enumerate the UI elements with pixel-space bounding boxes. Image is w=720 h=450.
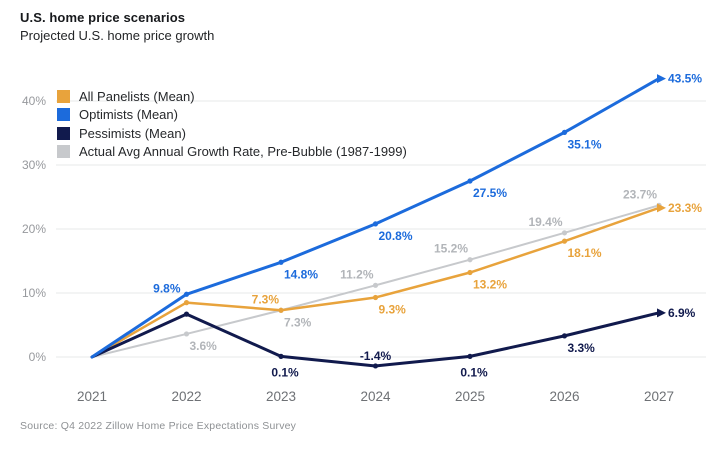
- y-axis-tick: 40%: [22, 94, 46, 108]
- point-marker-all-panelists: [278, 307, 284, 313]
- data-label-all-panelists: 7.3%: [252, 292, 280, 306]
- point-marker-pessimists: [278, 353, 284, 359]
- point-marker-actual-avg: [183, 331, 190, 337]
- legend-item-all-panelists: All Panelists (Mean): [57, 87, 407, 106]
- chart-legend: All Panelists (Mean) Optimists (Mean) Pe…: [57, 87, 407, 161]
- y-axis-tick: 0%: [29, 350, 47, 364]
- legend-label-pessimists: Pessimists (Mean): [79, 125, 186, 141]
- x-axis-tick: 2023: [266, 389, 296, 404]
- x-axis-tick: 2027: [644, 389, 674, 404]
- actual-avg-swatch-icon: [57, 145, 70, 159]
- data-label-optimists: 9.8%: [153, 281, 181, 295]
- data-label-pessimists: 3.3%: [568, 341, 596, 355]
- data-label-optimists: 14.8%: [284, 267, 318, 281]
- legend-label-all-panelists: All Panelists (Mean): [79, 88, 195, 104]
- data-label-actual-avg: 7.3%: [284, 315, 312, 329]
- point-marker-pessimists: [467, 353, 473, 359]
- data-label-optimists: 27.5%: [473, 186, 507, 200]
- arrow-marker-optimists: [657, 74, 666, 84]
- data-label-actual-avg: 23.7%: [623, 187, 657, 201]
- chart-header: U.S. home price scenarios Projected U.S.…: [20, 10, 214, 43]
- point-marker-optimists: [183, 291, 190, 297]
- data-label-all-panelists: 23.3%: [668, 201, 702, 215]
- legend-item-optimists: Optimists (Mean): [57, 106, 407, 125]
- data-label-actual-avg: 19.4%: [528, 215, 562, 229]
- point-marker-all-panelists: [183, 300, 190, 306]
- x-axis-tick: 2026: [549, 389, 579, 404]
- legend-item-actual-avg: Actual Avg Annual Growth Rate, Pre-Bubbl…: [57, 143, 407, 162]
- point-marker-pessimists: [183, 311, 190, 317]
- y-axis-tick: 30%: [22, 158, 46, 172]
- optimists-swatch-icon: [57, 108, 70, 122]
- arrow-marker-pessimists: [657, 308, 666, 318]
- chart-title: U.S. home price scenarios: [20, 10, 186, 25]
- legend-item-pessimists: Pessimists (Mean): [57, 124, 407, 143]
- point-marker-actual-avg: [561, 230, 568, 236]
- all-panelists-swatch-icon: [57, 89, 70, 103]
- arrow-marker-all-panelists: [657, 203, 666, 213]
- data-label-pessimists: 0.1%: [460, 365, 488, 379]
- data-label-all-panelists: 9.3%: [379, 302, 407, 316]
- data-label-actual-avg: 15.2%: [434, 242, 468, 256]
- x-axis-tick: 2024: [360, 389, 391, 404]
- data-label-optimists: 43.5%: [668, 72, 702, 86]
- legend-label-actual-avg: Actual Avg Annual Growth Rate, Pre-Bubbl…: [79, 144, 407, 160]
- x-axis-tick: 2022: [171, 389, 201, 404]
- x-axis-tick: 2025: [455, 389, 485, 404]
- data-label-actual-avg: 11.2%: [340, 267, 374, 281]
- point-marker-optimists: [278, 259, 284, 265]
- point-marker-pessimists: [372, 363, 379, 369]
- data-label-pessimists: -1.4%: [360, 349, 392, 363]
- data-label-all-panelists: 13.2%: [473, 278, 507, 292]
- point-marker-optimists: [372, 221, 379, 227]
- y-axis-tick: 20%: [22, 222, 46, 236]
- point-marker-actual-avg: [372, 282, 379, 288]
- x-axis-tick: 2021: [77, 389, 107, 404]
- data-label-optimists: 20.8%: [379, 229, 413, 243]
- point-marker-all-panelists: [372, 294, 379, 301]
- data-label-pessimists: 0.1%: [271, 365, 299, 379]
- chart-subtitle: Projected U.S. home price growth: [20, 28, 215, 43]
- data-label-pessimists: 6.9%: [668, 306, 696, 320]
- source-note: Source: Q4 2022 Zillow Home Price Expect…: [20, 420, 297, 432]
- point-marker-pessimists: [561, 333, 568, 339]
- point-marker-actual-avg: [467, 257, 473, 263]
- point-marker-optimists: [467, 178, 473, 184]
- legend-label-optimists: Optimists (Mean): [79, 107, 178, 123]
- pessimists-swatch-icon: [57, 126, 70, 140]
- data-label-all-panelists: 18.1%: [568, 246, 602, 260]
- point-marker-all-panelists: [561, 238, 568, 244]
- point-marker-optimists: [561, 129, 568, 135]
- point-marker-all-panelists: [467, 269, 473, 276]
- data-label-optimists: 35.1%: [568, 137, 602, 151]
- data-label-actual-avg: 3.6%: [190, 339, 218, 353]
- y-axis-tick: 10%: [22, 286, 46, 300]
